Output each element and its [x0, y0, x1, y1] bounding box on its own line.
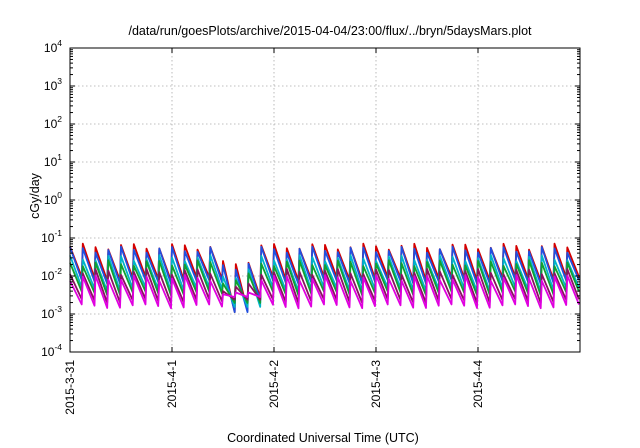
- plot-frame: [69, 47, 581, 353]
- y-tick-label: 10-1: [41, 228, 62, 245]
- plot-area: [69, 242, 580, 313]
- y-tick-label: 104: [44, 38, 62, 55]
- axes: 10-4 10-3 10-2 10-1 100 101 102 103 104 2015-3-31…: [41, 38, 580, 415]
- y-tick-label: 102: [44, 114, 62, 131]
- x-tick-label: 2015-3-31: [63, 360, 77, 415]
- y-tick-label: 10-2: [41, 266, 62, 283]
- y-tick-label: 10-3: [41, 304, 62, 321]
- chart-title: /data/run/goesPlots/archive/2015-04-04/2…: [128, 24, 532, 38]
- y-axis-label: cGy/day: [28, 172, 42, 219]
- y-tick-label: 101: [44, 152, 62, 169]
- grid: [70, 48, 580, 352]
- x-tick-label: 2015-4-1: [165, 360, 179, 408]
- x-tick-label: 2015-4-4: [471, 360, 485, 408]
- y-tick-label: 10-4: [41, 342, 62, 359]
- x-tick-label: 2015-4-2: [267, 360, 281, 408]
- series-line-5: [69, 274, 580, 310]
- y-tick-label: 103: [44, 76, 62, 93]
- x-tick-label: 2015-4-3: [369, 360, 383, 408]
- y-tick-label: 100: [44, 190, 62, 207]
- x-axis-label: Coordinated Universal Time (UTC): [227, 431, 419, 445]
